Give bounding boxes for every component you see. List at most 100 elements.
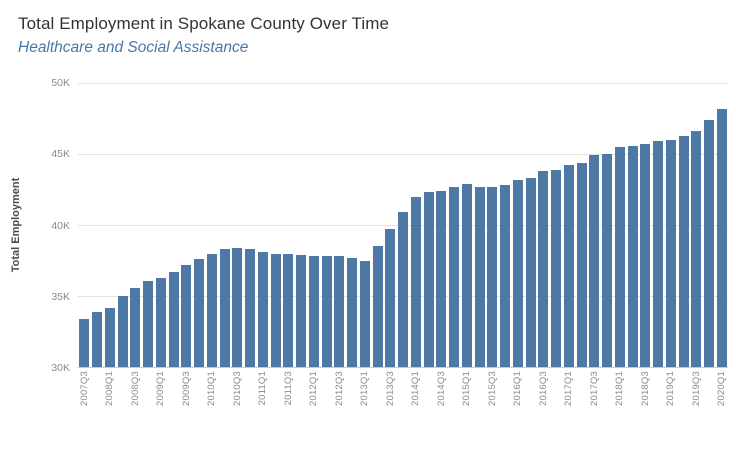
bar[interactable] (104, 307, 115, 368)
bar[interactable] (130, 287, 141, 368)
bar[interactable] (308, 256, 319, 368)
x-tick-label-cell: 2008Q3 (129, 371, 142, 433)
bar-cell (282, 83, 295, 368)
bar[interactable] (79, 318, 90, 368)
bar[interactable] (436, 191, 447, 368)
x-tick-label-cell (91, 371, 104, 433)
x-tick-label-cell (295, 371, 308, 433)
bar[interactable] (257, 252, 268, 368)
x-tick-label: 2014Q3 (435, 371, 447, 407)
bar[interactable] (232, 247, 243, 368)
y-tick-label: 50K (51, 77, 70, 89)
bar-cell (422, 83, 435, 368)
bar[interactable] (653, 141, 664, 368)
bar[interactable] (640, 144, 651, 368)
bar[interactable] (296, 254, 307, 368)
x-tick-label-cell: 2010Q3 (231, 371, 244, 433)
bar[interactable] (589, 155, 600, 368)
bar-cell (269, 83, 282, 368)
bar[interactable] (449, 186, 460, 368)
bar[interactable] (627, 145, 638, 368)
x-tick-label: 2010Q1 (206, 371, 218, 407)
plot-area (78, 83, 728, 369)
x-tick-label-cell: 2013Q1 (359, 371, 372, 433)
x-tick-label-cell (703, 371, 716, 433)
chart-subtitle: Healthcare and Social Assistance (18, 39, 249, 56)
x-tick-label-cell: 2015Q1 (461, 371, 474, 433)
bar[interactable] (194, 259, 205, 368)
bar[interactable] (372, 246, 383, 368)
bar-cell (257, 83, 270, 368)
bar[interactable] (691, 131, 702, 368)
bar-cell (652, 83, 665, 368)
bar-cell (563, 83, 576, 368)
x-tick-label-cell (193, 371, 206, 433)
bar[interactable] (117, 296, 128, 368)
bar[interactable] (461, 183, 472, 368)
bar[interactable] (500, 185, 511, 368)
x-tick-label: 2020Q1 (716, 371, 728, 407)
bar[interactable] (143, 280, 154, 368)
x-tick-label-cell (499, 371, 512, 433)
x-tick-label-cell: 2013Q3 (384, 371, 397, 433)
x-tick-label-cell (142, 371, 155, 433)
bar[interactable] (678, 135, 689, 368)
x-tick-label-cell: 2017Q3 (588, 371, 601, 433)
bar[interactable] (347, 257, 358, 368)
bar[interactable] (704, 119, 715, 368)
bar[interactable] (270, 253, 281, 368)
bar[interactable] (155, 277, 166, 368)
x-tick-label: 2009Q1 (155, 371, 167, 407)
y-axis-ticks: 30K 35K 40K 45K 50K (32, 77, 78, 374)
bar[interactable] (487, 186, 498, 368)
bar[interactable] (92, 311, 103, 368)
bar[interactable] (219, 249, 230, 368)
bar-cell (550, 83, 563, 368)
bar[interactable] (474, 186, 485, 368)
bar-cell (244, 83, 257, 368)
bar[interactable] (551, 169, 562, 368)
bar-cell (690, 83, 703, 368)
bar-cell (473, 83, 486, 368)
x-tick-label-cell (652, 371, 665, 433)
bar[interactable] (206, 253, 217, 368)
bar[interactable] (665, 139, 676, 368)
x-tick-label: 2016Q3 (537, 371, 549, 407)
bar[interactable] (716, 108, 727, 368)
bar[interactable] (525, 178, 536, 368)
x-tick-label: 2013Q3 (384, 371, 396, 407)
bar-cell (512, 83, 525, 368)
bar-cell (461, 83, 474, 368)
x-tick-label-cell (244, 371, 257, 433)
bar[interactable] (512, 179, 523, 368)
bar[interactable] (359, 260, 370, 368)
bar[interactable] (334, 256, 345, 368)
bar[interactable] (245, 249, 256, 368)
bar[interactable] (563, 165, 574, 368)
x-tick-label-cell: 2018Q1 (614, 371, 627, 433)
bar-cell (537, 83, 550, 368)
y-axis-title-column: Total Employment (0, 83, 32, 433)
bar[interactable] (538, 171, 549, 368)
bar-cell (397, 83, 410, 368)
y-tick-label: 35K (51, 290, 70, 303)
bar[interactable] (385, 229, 396, 368)
bar[interactable] (321, 256, 332, 368)
bar[interactable] (576, 162, 587, 368)
x-tick-label-cell: 2009Q3 (180, 371, 193, 433)
bar[interactable] (168, 271, 179, 368)
x-tick-label: 2011Q3 (282, 371, 294, 406)
bar[interactable] (423, 192, 434, 368)
bar[interactable] (410, 196, 421, 368)
bar[interactable] (614, 146, 625, 368)
x-tick-label-cell: 2009Q1 (155, 371, 168, 433)
bar-cell (320, 83, 333, 368)
bar-cell (524, 83, 537, 368)
bar[interactable] (283, 253, 294, 368)
x-tick-label-cell: 2007Q3 (78, 371, 91, 433)
bar[interactable] (602, 154, 613, 368)
bar-cell (91, 83, 104, 368)
bar[interactable] (181, 264, 192, 368)
x-tick-label-cell: 2017Q1 (563, 371, 576, 433)
bar[interactable] (398, 212, 409, 368)
